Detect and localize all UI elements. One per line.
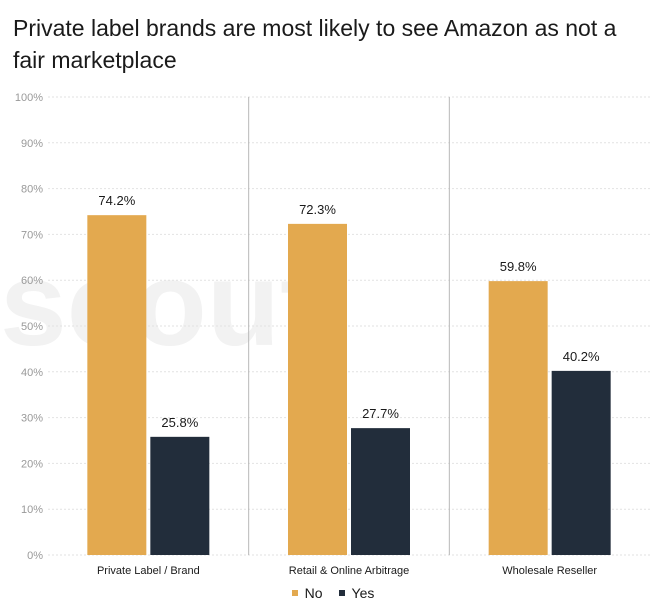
y-tick-label: 60% bbox=[21, 275, 43, 287]
data-label: 59.8% bbox=[500, 259, 537, 274]
data-label: 40.2% bbox=[563, 349, 600, 364]
data-label: 27.7% bbox=[362, 406, 399, 421]
y-tick-label: 30% bbox=[21, 413, 43, 425]
bar-yes bbox=[551, 370, 611, 555]
legend-swatch-yes bbox=[338, 590, 345, 596]
y-tick-label: 40% bbox=[21, 367, 43, 379]
data-label: 74.2% bbox=[98, 193, 135, 208]
bar-chart: scout 0% 10% 20% 30% 40% 50% 60% 70% 80% 90% 100% 74… bbox=[0, 92, 650, 577]
data-label: 25.8% bbox=[161, 415, 198, 430]
data-label: 72.3% bbox=[299, 202, 336, 217]
y-tick-label: 0% bbox=[27, 550, 43, 562]
legend-label-yes: Yes bbox=[351, 585, 375, 601]
x-category-label: Retail & Online Arbitrage bbox=[289, 565, 409, 577]
x-category-label: Private Label / Brand bbox=[97, 565, 200, 577]
y-tick-label: 10% bbox=[21, 504, 43, 516]
y-tick-label: 20% bbox=[21, 458, 43, 470]
legend-label-no: No bbox=[304, 585, 323, 601]
y-tick-label: 80% bbox=[21, 184, 43, 196]
y-tick-label: 70% bbox=[21, 229, 43, 241]
y-tick-label: 100% bbox=[15, 92, 43, 104]
legend-item-no[interactable]: No bbox=[291, 585, 323, 601]
legend: No Yes bbox=[0, 585, 666, 601]
x-category-label: Wholesale Reseller bbox=[502, 565, 597, 577]
bar-no bbox=[488, 281, 548, 555]
y-tick-label: 90% bbox=[21, 138, 43, 150]
legend-swatch-no bbox=[291, 590, 298, 596]
watermark-text: scout bbox=[0, 237, 320, 371]
bar-no bbox=[87, 215, 147, 555]
chart-title: Private label brands are most likely to … bbox=[13, 15, 617, 73]
legend-item-yes[interactable]: Yes bbox=[338, 585, 375, 601]
y-tick-label: 50% bbox=[21, 321, 43, 333]
bar-yes bbox=[351, 428, 410, 555]
bar-no bbox=[288, 223, 347, 555]
bar-yes bbox=[150, 436, 210, 555]
